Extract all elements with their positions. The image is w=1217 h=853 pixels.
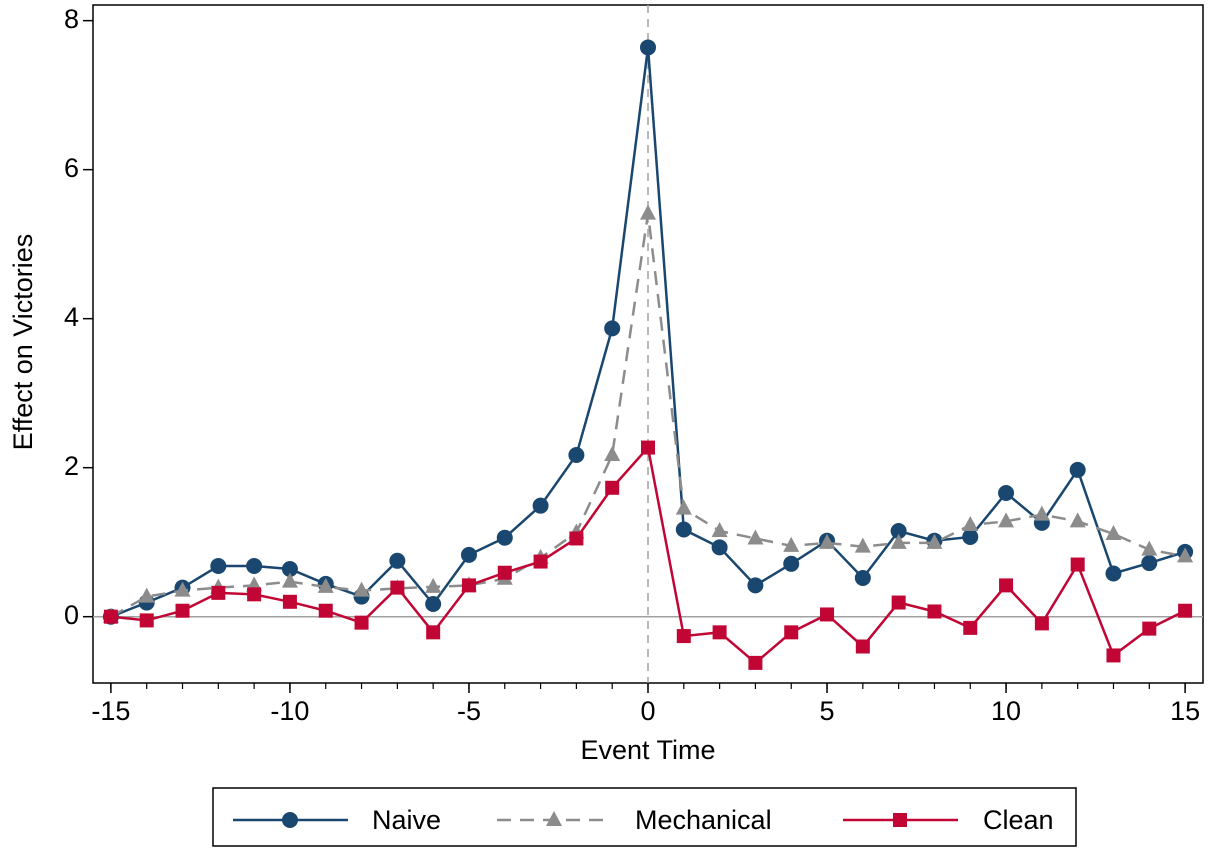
marker — [999, 578, 1014, 593]
marker — [1069, 461, 1086, 478]
marker — [425, 596, 442, 613]
marker — [318, 603, 333, 618]
marker — [496, 529, 513, 546]
marker — [1178, 603, 1193, 618]
marker — [641, 440, 655, 455]
marker — [1142, 621, 1157, 636]
marker — [605, 480, 620, 495]
legend-box — [212, 787, 1077, 847]
marker — [210, 558, 227, 575]
marker — [497, 565, 512, 580]
marker — [426, 625, 441, 640]
marker — [675, 499, 692, 515]
y-tick-label: 6 — [64, 153, 79, 183]
marker — [247, 587, 262, 602]
marker — [890, 533, 907, 549]
marker — [461, 578, 476, 593]
marker — [354, 615, 369, 630]
legend-marker — [282, 812, 298, 828]
marker — [1141, 555, 1158, 572]
x-axis-label: Event Time — [580, 735, 715, 765]
marker — [317, 577, 334, 593]
marker — [854, 569, 871, 586]
marker — [1141, 540, 1158, 556]
x-tick-label: 5 — [820, 696, 835, 726]
marker — [927, 604, 942, 619]
marker — [783, 555, 800, 572]
legend-label: Clean — [983, 805, 1054, 835]
marker — [174, 581, 191, 597]
marker — [820, 607, 835, 622]
marker — [890, 523, 907, 540]
y-tick-label: 0 — [64, 600, 79, 630]
marker — [604, 320, 621, 337]
marker — [246, 558, 263, 575]
marker — [1034, 616, 1049, 631]
marker — [962, 528, 979, 545]
marker — [784, 625, 799, 640]
marker — [998, 512, 1015, 528]
legend-marker — [546, 811, 562, 826]
marker — [675, 521, 692, 538]
y-axis-label: Effect on Victories — [8, 234, 38, 451]
marker — [211, 585, 226, 600]
marker — [711, 539, 728, 556]
marker — [783, 536, 800, 552]
x-tick-label: 10 — [991, 696, 1021, 726]
marker — [103, 609, 118, 624]
marker — [1105, 565, 1122, 582]
marker — [568, 447, 585, 464]
x-tick-label: -15 — [91, 696, 130, 726]
marker — [819, 533, 836, 549]
marker — [1070, 557, 1085, 572]
marker — [1033, 505, 1050, 521]
marker — [855, 639, 870, 654]
marker — [962, 516, 979, 532]
x-tick-label: 15 — [1170, 696, 1200, 726]
y-tick-label: 8 — [64, 4, 79, 34]
marker — [281, 561, 298, 578]
legend-label: Naive — [372, 805, 441, 835]
x-tick-label: -10 — [270, 696, 309, 726]
x-tick-label: -5 — [457, 696, 481, 726]
marker — [1069, 512, 1086, 528]
marker — [425, 577, 442, 593]
y-tick-label: 2 — [64, 451, 79, 481]
marker — [389, 552, 406, 569]
marker — [390, 580, 405, 595]
legend-label: Mechanical — [635, 805, 772, 835]
marker — [676, 629, 691, 644]
marker — [281, 572, 298, 588]
marker — [891, 595, 906, 610]
marker — [854, 537, 871, 553]
legend-marker — [893, 813, 907, 827]
marker — [747, 577, 764, 594]
marker — [533, 554, 548, 569]
marker — [747, 529, 764, 545]
marker — [1177, 547, 1194, 563]
x-tick-label: 0 — [640, 696, 655, 726]
marker — [1106, 648, 1121, 663]
marker — [532, 497, 549, 514]
marker — [1105, 524, 1122, 540]
marker — [926, 533, 943, 549]
marker — [712, 625, 727, 640]
marker — [963, 620, 978, 635]
marker — [748, 655, 763, 670]
marker — [604, 446, 621, 462]
marker — [460, 546, 477, 563]
marker — [711, 522, 728, 538]
y-tick-label: 4 — [64, 302, 79, 332]
marker — [282, 594, 297, 609]
marker — [640, 204, 656, 220]
marker — [175, 603, 190, 618]
marker — [138, 587, 155, 603]
marker — [139, 613, 154, 628]
marker — [353, 581, 370, 597]
marker — [569, 531, 584, 546]
marker — [640, 39, 656, 56]
marker — [998, 485, 1015, 502]
